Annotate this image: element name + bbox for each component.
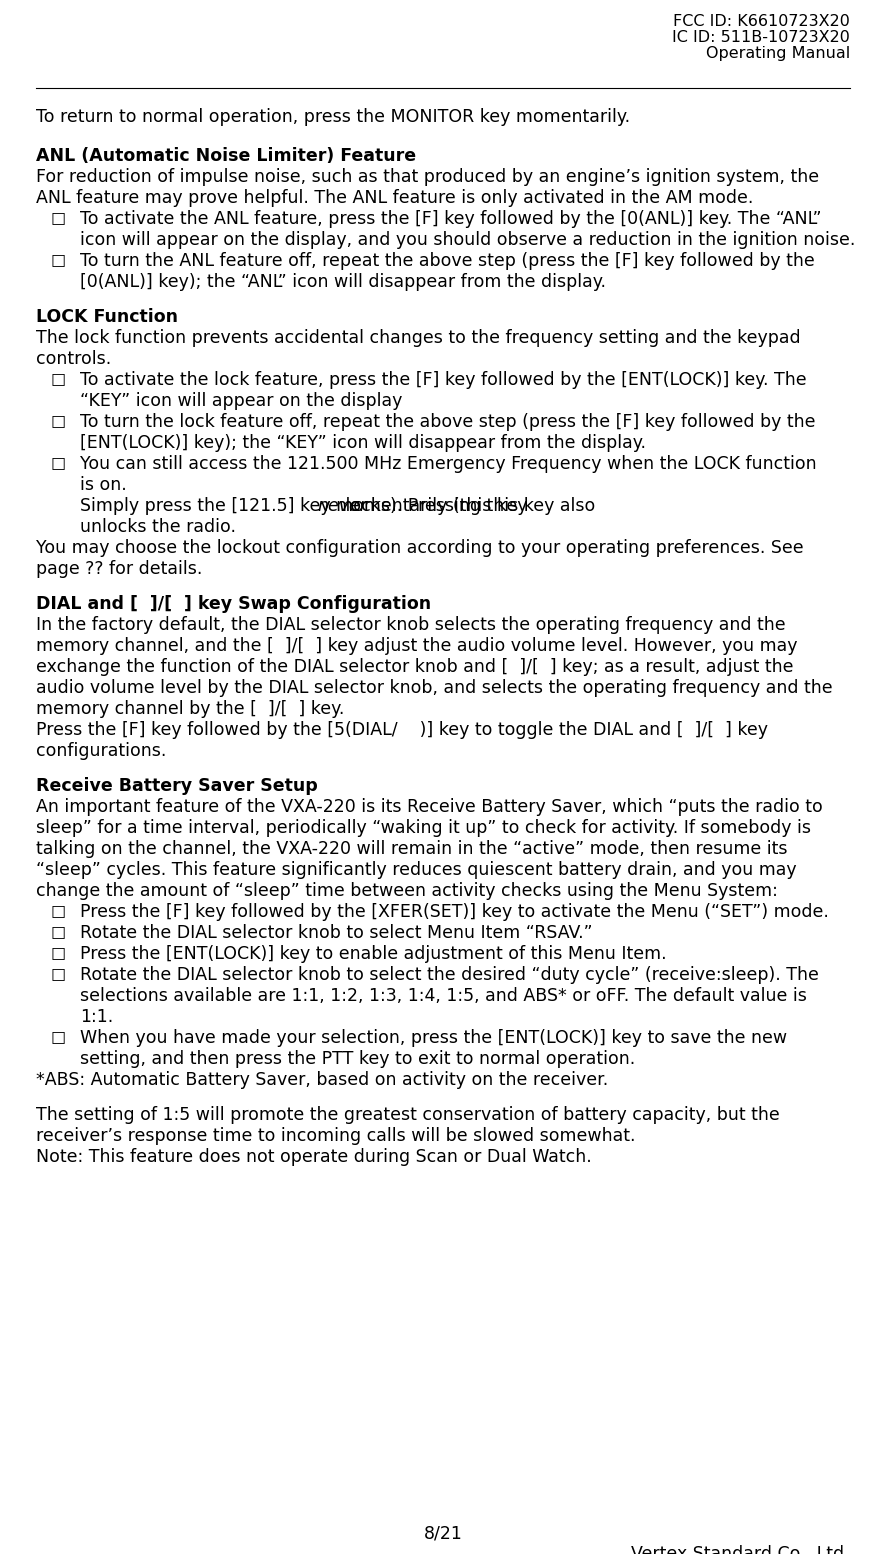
Text: memory channel, and the [  ]/[  ] key adjust the audio volume level. However, yo: memory channel, and the [ ]/[ ] key adju… (36, 637, 797, 654)
Text: The setting of 1:5 will promote the greatest conservation of battery capacity, b: The setting of 1:5 will promote the grea… (36, 1106, 780, 1124)
Text: setting, and then press the PTT key to exit to normal operation.: setting, and then press the PTT key to e… (80, 1051, 635, 1068)
Text: □: □ (51, 945, 66, 960)
Text: controls.: controls. (36, 350, 112, 368)
Text: Note: This feature does not operate during Scan or Dual Watch.: Note: This feature does not operate duri… (36, 1148, 592, 1166)
Text: is on.: is on. (80, 476, 127, 494)
Text: Operating Manual: Operating Manual (706, 47, 850, 61)
Text: Receive Battery Saver Setup: Receive Battery Saver Setup (36, 777, 318, 796)
Text: DIAL and [  ]/[  ] key Swap Configuration: DIAL and [ ]/[ ] key Swap Configuration (36, 595, 431, 612)
Text: Press the [F] key followed by the [5(DIAL/    )] key to toggle the DIAL and [  ]: Press the [F] key followed by the [5(DIA… (36, 721, 768, 740)
Text: selections available are 1:1, 1:2, 1:3, 1:4, 1:5, and ABS* or oFF. The default v: selections available are 1:1, 1:2, 1:3, … (80, 987, 807, 1005)
Text: To activate the ANL feature, press the [F] key followed by the [0(ANL)] key. The: To activate the ANL feature, press the [… (80, 210, 821, 228)
Text: unlocks the radio.: unlocks the radio. (80, 517, 236, 536)
Text: Press the [ENT(LOCK)] key to enable adjustment of this Menu Item.: Press the [ENT(LOCK)] key to enable adju… (80, 945, 666, 963)
Text: 1:1.: 1:1. (80, 1009, 113, 1026)
Text: configurations.: configurations. (36, 741, 167, 760)
Text: “sleep” cycles. This feature significantly reduces quiescent battery drain, and : “sleep” cycles. This feature significant… (36, 861, 797, 880)
Text: 8/21: 8/21 (424, 1524, 462, 1542)
Text: To turn the lock feature off, repeat the above step (press the [F] key followed : To turn the lock feature off, repeat the… (80, 413, 815, 430)
Text: Rotate the DIAL selector knob to select the desired “duty cycle” (receive:sleep): Rotate the DIAL selector knob to select … (80, 967, 819, 984)
Text: □: □ (51, 210, 66, 225)
Text: □: □ (51, 1029, 66, 1044)
Text: □: □ (51, 413, 66, 427)
Text: “KEY” icon will appear on the display: “KEY” icon will appear on the display (80, 392, 402, 410)
Text: never: never (317, 497, 367, 514)
Text: □: □ (51, 903, 66, 918)
Text: When you have made your selection, press the [ENT(LOCK)] key to save the new: When you have made your selection, press… (80, 1029, 787, 1047)
Text: ANL feature may prove helpful. The ANL feature is only activated in the AM mode.: ANL feature may prove helpful. The ANL f… (36, 190, 753, 207)
Text: icon will appear on the display, and you should observe a reduction in the ignit: icon will appear on the display, and you… (80, 232, 855, 249)
Text: To turn the ANL feature off, repeat the above step (press the [F] key followed b: To turn the ANL feature off, repeat the … (80, 252, 815, 270)
Text: Press the [F] key followed by the [XFER(SET)] key to activate the Menu (“SET”) m: Press the [F] key followed by the [XFER(… (80, 903, 829, 922)
Text: □: □ (51, 925, 66, 939)
Text: For reduction of impulse noise, such as that produced by an engine’s ignition sy: For reduction of impulse noise, such as … (36, 168, 820, 186)
Text: locks). Pressing this key also: locks). Pressing this key also (340, 497, 595, 514)
Text: exchange the function of the DIAL selector knob and [  ]/[  ] key; as a result, : exchange the function of the DIAL select… (36, 657, 794, 676)
Text: You can still access the 121.500 MHz Emergency Frequency when the LOCK function: You can still access the 121.500 MHz Eme… (80, 455, 817, 472)
Text: Simply press the [121.5] key momentarily (this key: Simply press the [121.5] key momentarily… (80, 497, 533, 514)
Text: You may choose the lockout configuration according to your operating preferences: You may choose the lockout configuration… (36, 539, 804, 556)
Text: To return to normal operation, press the MONITOR key momentarily.: To return to normal operation, press the… (36, 107, 630, 126)
Text: An important feature of the VXA-220 is its Receive Battery Saver, which “puts th: An important feature of the VXA-220 is i… (36, 799, 823, 816)
Text: FCC ID: K6610723X20: FCC ID: K6610723X20 (673, 14, 850, 30)
Text: □: □ (51, 455, 66, 469)
Text: *ABS: Automatic Battery Saver, based on activity on the receiver.: *ABS: Automatic Battery Saver, based on … (36, 1071, 609, 1089)
Text: [0(ANL)] key); the “ANL” icon will disappear from the display.: [0(ANL)] key); the “ANL” icon will disap… (80, 274, 606, 291)
Text: sleep” for a time interval, periodically “waking it up” to check for activity. I: sleep” for a time interval, periodically… (36, 819, 811, 838)
Text: ANL (Automatic Noise Limiter) Feature: ANL (Automatic Noise Limiter) Feature (36, 148, 416, 165)
Text: IC ID: 511B-10723X20: IC ID: 511B-10723X20 (672, 30, 850, 45)
Text: audio volume level by the DIAL selector knob, and selects the operating frequenc: audio volume level by the DIAL selector … (36, 679, 833, 698)
Text: talking on the channel, the VXA-220 will remain in the “active” mode, then resum: talking on the channel, the VXA-220 will… (36, 841, 788, 858)
Text: □: □ (51, 967, 66, 981)
Text: To activate the lock feature, press the [F] key followed by the [ENT(LOCK)] key.: To activate the lock feature, press the … (80, 371, 806, 388)
Text: LOCK Function: LOCK Function (36, 308, 178, 326)
Text: [ENT(LOCK)] key); the “KEY” icon will disappear from the display.: [ENT(LOCK)] key); the “KEY” icon will di… (80, 434, 646, 452)
Text: □: □ (51, 252, 66, 267)
Text: page ?? for details.: page ?? for details. (36, 559, 202, 578)
Text: receiver’s response time to incoming calls will be slowed somewhat.: receiver’s response time to incoming cal… (36, 1127, 635, 1145)
Text: In the factory default, the DIAL selector knob selects the operating frequency a: In the factory default, the DIAL selecto… (36, 615, 786, 634)
Text: memory channel by the [  ]/[  ] key.: memory channel by the [ ]/[ ] key. (36, 699, 345, 718)
Text: Rotate the DIAL selector knob to select Menu Item “RSAV.”: Rotate the DIAL selector knob to select … (80, 925, 593, 942)
Text: □: □ (51, 371, 66, 385)
Text: Vertex Standard Co., Ltd.: Vertex Standard Co., Ltd. (632, 1545, 850, 1554)
Text: change the amount of “sleep” time between activity checks using the Menu System:: change the amount of “sleep” time betwee… (36, 883, 778, 900)
Text: The lock function prevents accidental changes to the frequency setting and the k: The lock function prevents accidental ch… (36, 329, 801, 347)
